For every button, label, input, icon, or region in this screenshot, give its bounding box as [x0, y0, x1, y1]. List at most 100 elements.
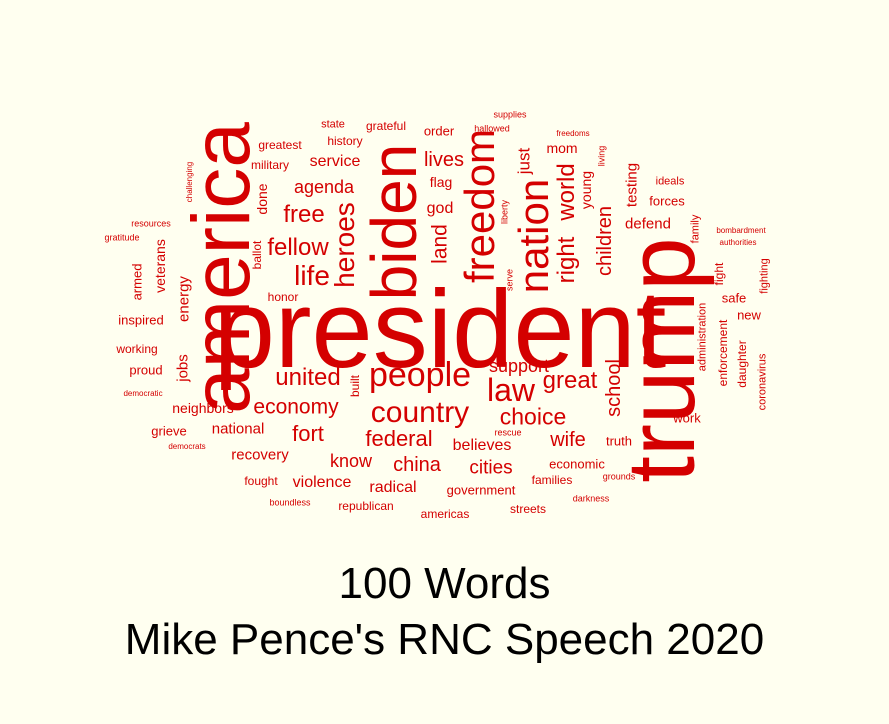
word-veterans: veterans — [152, 239, 168, 293]
word-service: service — [309, 153, 361, 170]
word-freedom: freedom — [456, 128, 503, 284]
word-fought: fought — [244, 474, 278, 488]
word-forces: forces — [649, 193, 685, 209]
word-armed: armed — [129, 263, 145, 301]
word-economic: economic — [549, 456, 605, 472]
word-boundless: boundless — [269, 497, 311, 508]
caption-title: Mike Pence's RNC Speech 2020 — [124, 615, 765, 664]
word-history: history — [327, 134, 363, 148]
word-grounds: grounds — [602, 471, 636, 482]
word-proud: proud — [129, 362, 163, 378]
word-recovery: recovery — [231, 446, 289, 464]
word-done: done — [254, 183, 270, 215]
word-liberty: liberty — [499, 199, 510, 225]
word-heroes: heroes — [329, 202, 360, 288]
word-living: living — [596, 145, 607, 167]
word-lives: lives — [423, 149, 465, 171]
word-government: government — [446, 482, 516, 498]
word-radical: radical — [369, 479, 417, 496]
word-hallowed: hallowed — [474, 123, 510, 134]
word-new: new — [737, 307, 761, 323]
word-daughter: daughter — [735, 340, 749, 388]
word-neighbors: neighbors — [172, 400, 234, 416]
word-jobs: jobs — [174, 354, 192, 382]
word-democratic: democratic — [123, 389, 163, 398]
word-children: children — [594, 205, 616, 277]
word-enforcement: enforcement — [716, 319, 730, 387]
word-honor: honor — [267, 290, 299, 304]
word-working: working — [116, 342, 158, 356]
word-energy: energy — [175, 276, 193, 322]
word-country: country — [370, 396, 470, 429]
word-grateful: grateful — [365, 119, 407, 133]
word-coronavirus: coronavirus — [756, 353, 769, 411]
word-gratitude: gratitude — [104, 232, 140, 243]
word-free: free — [283, 201, 325, 228]
word-know: know — [329, 451, 373, 471]
word-safe: safe — [721, 290, 747, 306]
word-wife: wife — [550, 429, 586, 451]
word-fight: fight — [712, 262, 726, 286]
word-great: great — [542, 367, 598, 394]
word-ideals: ideals — [655, 175, 685, 188]
word-greatest: greatest — [258, 138, 302, 152]
word-rescue: rescue — [494, 427, 522, 438]
word-president: president — [213, 268, 667, 391]
word-life: life — [294, 260, 330, 291]
word-agenda: agenda — [293, 177, 355, 197]
word-serve: serve — [504, 268, 515, 292]
word-china: china — [393, 454, 441, 476]
word-freedoms: freedoms — [556, 129, 590, 138]
word-choice: choice — [499, 403, 567, 430]
word-authorities: authorities — [719, 238, 757, 247]
word-right: right — [553, 236, 580, 284]
word-darkness: darkness — [572, 493, 610, 504]
word-cities: cities — [469, 457, 513, 479]
word-school: school — [603, 359, 625, 417]
word-violence: violence — [292, 474, 352, 491]
word-supplies: supplies — [493, 109, 527, 120]
caption-word-count: 100 Words — [338, 559, 551, 608]
word-flag: flag — [429, 174, 453, 190]
word-ballot: ballot — [250, 240, 264, 270]
word-work: work — [673, 410, 701, 426]
word-order: order — [423, 123, 455, 139]
word-challenging: challenging — [185, 161, 194, 203]
word-nation: nation — [510, 178, 557, 294]
word-families: families — [531, 473, 573, 487]
word-support: support — [488, 356, 550, 376]
word-mom: mom — [546, 140, 578, 156]
word-streets: streets — [509, 502, 547, 516]
word-democrats: democrats — [168, 442, 206, 451]
word-administration: administration — [696, 302, 709, 372]
word-fighting: fighting — [758, 258, 771, 294]
word-united: united — [275, 364, 341, 391]
word-built: built — [348, 374, 362, 398]
word-law: law — [486, 372, 536, 408]
word-cloud: president trump america biden freedom na… — [104, 109, 771, 521]
word-people: people — [368, 356, 472, 394]
word-military: military — [251, 158, 289, 172]
word-defend: defend — [625, 215, 671, 233]
word-federal: federal — [365, 426, 433, 451]
word-world: world — [553, 163, 580, 221]
word-family: family — [689, 214, 702, 244]
word-state: state — [321, 118, 345, 131]
word-americas: americas — [420, 507, 470, 521]
word-testing: testing — [623, 162, 641, 208]
word-bombardment: bombardment — [716, 226, 766, 235]
word-just: just — [514, 147, 534, 175]
word-god: god — [426, 200, 454, 217]
word-inspired: inspired — [118, 312, 164, 328]
word-resources: resources — [131, 218, 171, 229]
word-national: national — [211, 420, 265, 438]
word-land: land — [428, 224, 452, 264]
word-young: young — [578, 170, 594, 210]
word-truth: truth — [605, 433, 633, 449]
word-republican: republican — [338, 499, 394, 513]
word-grieve: grieve — [151, 423, 187, 439]
word-fort: fort — [292, 421, 324, 446]
word-believes: believes — [452, 437, 512, 454]
word-economy: economy — [253, 395, 339, 419]
word-fellow: fellow — [267, 234, 329, 261]
